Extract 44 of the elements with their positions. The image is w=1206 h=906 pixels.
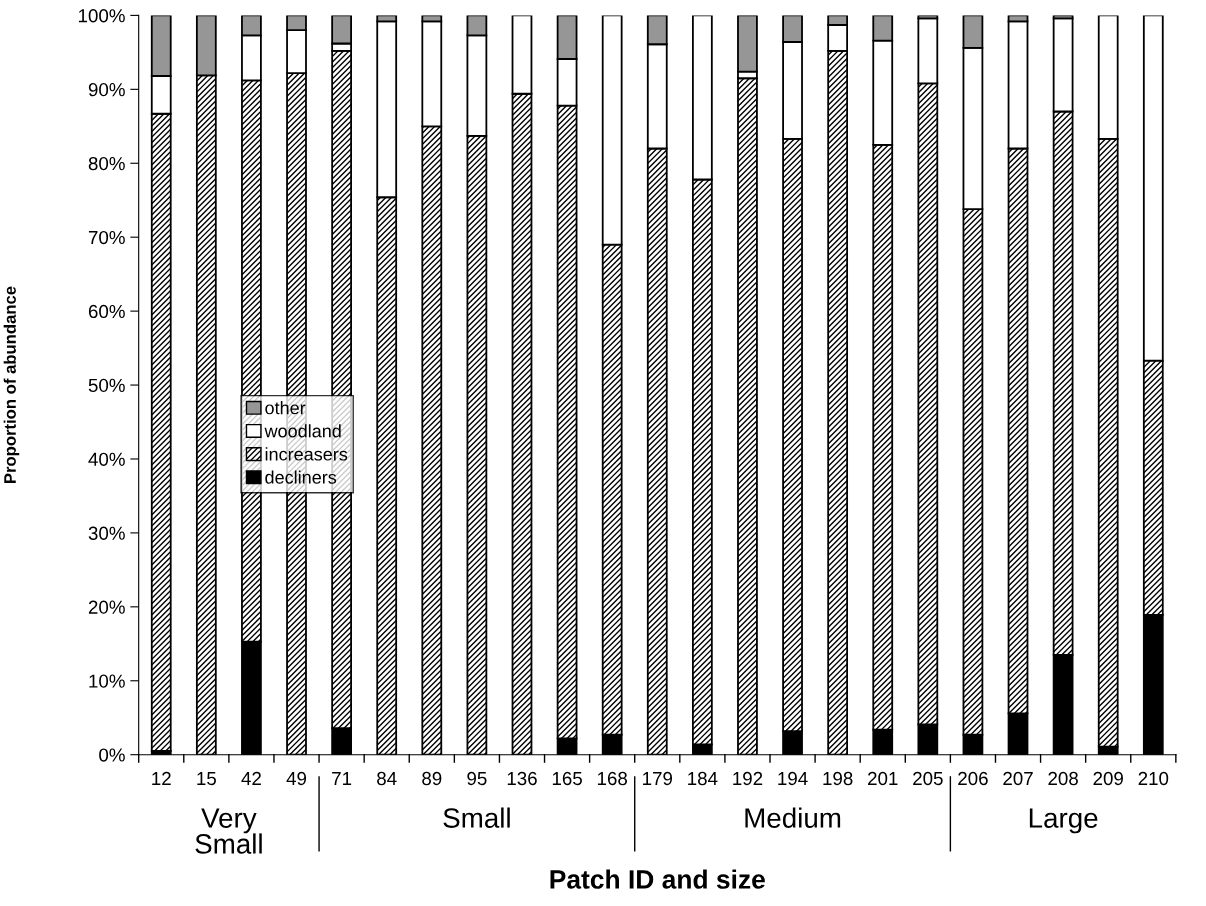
text: Very Small — [195, 808, 262, 854]
y-tick-label: 90% — [88, 83, 125, 97]
x-tick-label: 89 — [422, 771, 442, 786]
legend-label: decliners — [265, 470, 337, 484]
text: Medium — [745, 807, 841, 828]
y-tick-label: 40% — [88, 452, 125, 466]
legend-label: woodland — [264, 424, 341, 438]
x-axis-title: Patch ID and size — [550, 869, 765, 889]
x-tick-label: 179 — [643, 771, 673, 786]
y-tick-label: 10% — [89, 674, 125, 688]
x-tick-label: 71 — [332, 772, 352, 785]
x-tick-label: 15 — [197, 772, 216, 786]
x-tick-label: 207 — [1003, 771, 1033, 786]
text: Small — [443, 807, 510, 828]
x-tick-label: 136 — [507, 771, 537, 786]
y-tick-label: 20% — [88, 600, 125, 614]
y-tick-label: 100% — [78, 9, 125, 23]
y-tick-label: 60% — [88, 304, 125, 319]
x-tick-label: 206 — [958, 771, 988, 786]
y-tick-label: 80% — [88, 156, 125, 171]
y-tick-label: 50% — [88, 378, 125, 393]
x-tick-label: 84 — [377, 771, 397, 786]
text: Large — [1029, 808, 1098, 834]
legend-label: other — [265, 401, 306, 415]
x-tick-label: 49 — [286, 771, 307, 786]
x-tick-label: 205 — [913, 771, 943, 786]
x-tick-label: 201 — [868, 771, 898, 786]
x-tick-label: 95 — [467, 771, 487, 786]
x-tick-label: 184 — [688, 771, 718, 786]
x-tick-label: 165 — [552, 771, 582, 786]
x-tick-label: 12 — [152, 771, 171, 785]
x-tick-label: 192 — [733, 771, 763, 786]
y-tick-label: 30% — [88, 526, 125, 540]
x-tick-label: 210 — [1138, 771, 1169, 786]
y-tick-label: 0% — [99, 748, 125, 762]
x-tick-label: 194 — [778, 771, 808, 786]
x-tick-label: 208 — [1048, 771, 1078, 786]
x-tick-label: 209 — [1093, 771, 1123, 786]
y-axis-title: Proportion of abundance — [3, 286, 20, 483]
x-tick-label: 168 — [597, 771, 627, 786]
x-tick-label: 198 — [823, 771, 853, 786]
legend-label: increasers — [265, 447, 348, 461]
x-tick-label: 42 — [241, 771, 261, 785]
y-tick-label: 70% — [88, 230, 125, 245]
